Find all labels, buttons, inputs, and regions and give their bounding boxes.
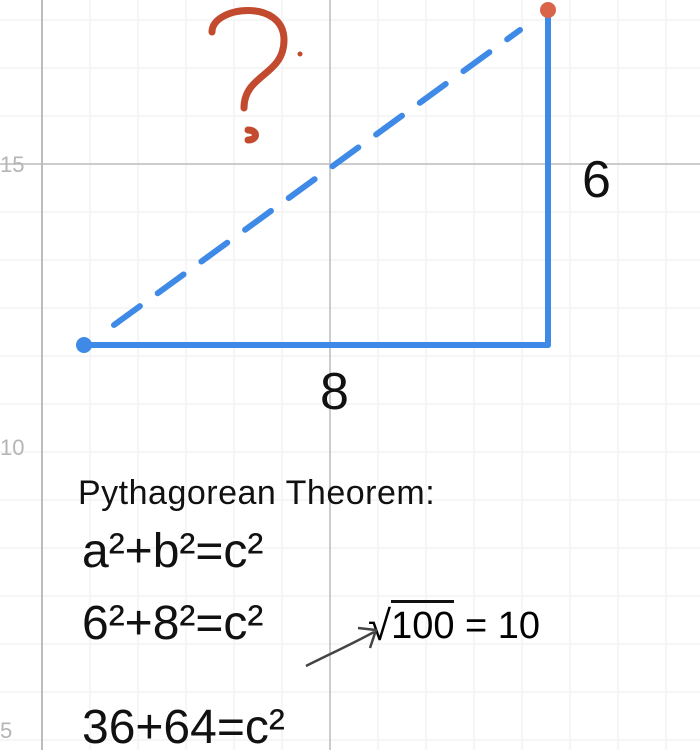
graph-canvas: 15105 8 6 Pythagorean Theorem: a²+b²=c² …	[0, 0, 700, 750]
arrow-annotation	[0, 0, 700, 750]
